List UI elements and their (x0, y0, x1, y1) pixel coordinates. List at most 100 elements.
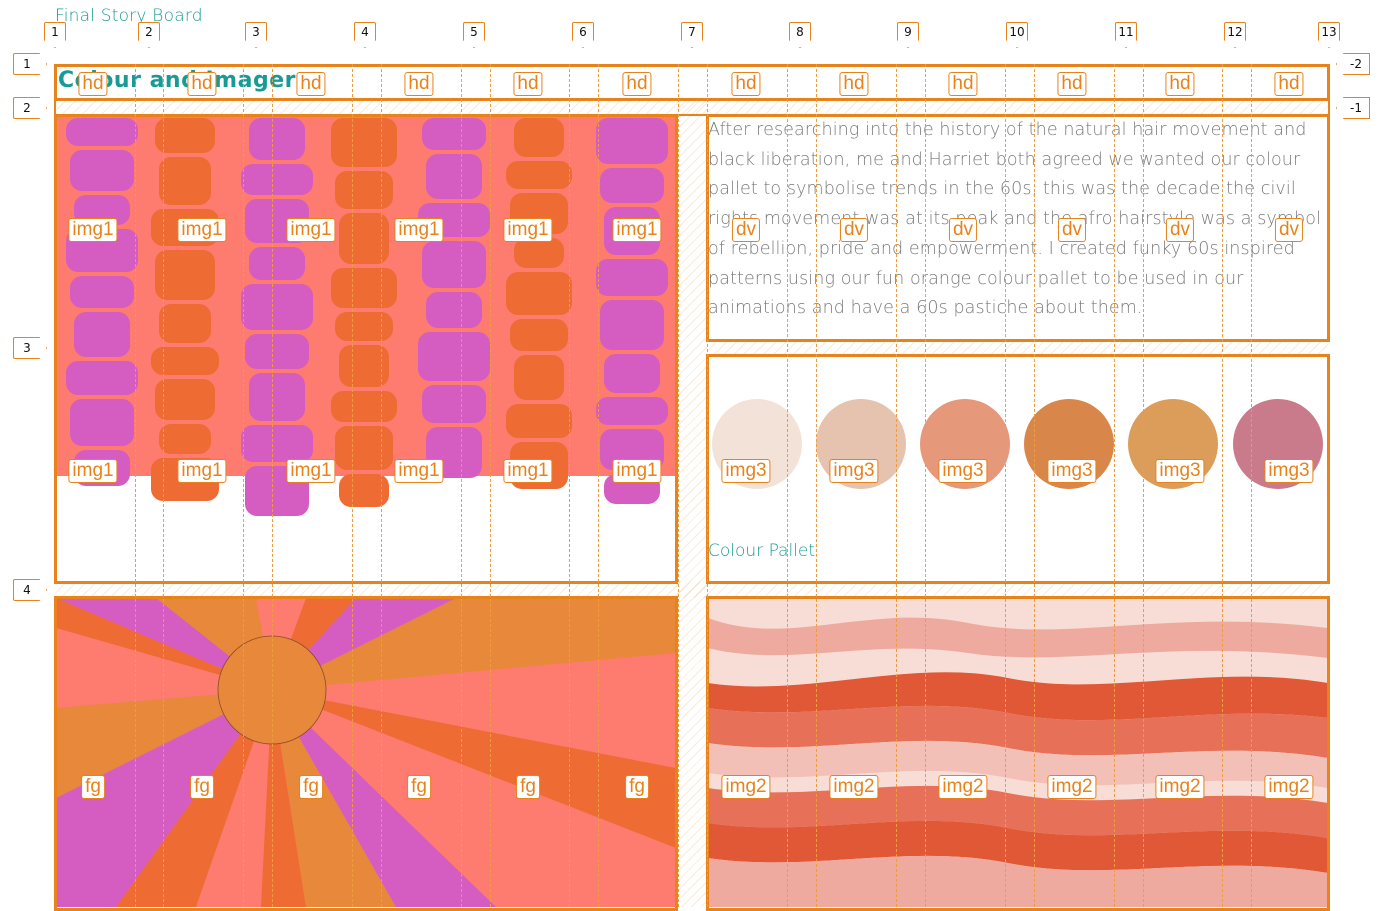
pattern-blob (331, 118, 397, 167)
pattern-blob (596, 259, 668, 296)
region-tag-fg: fg (81, 775, 105, 799)
region-tag-img2: img2 (1264, 775, 1314, 799)
region-tag-img2: img2 (829, 775, 879, 799)
row-marker-icon: 4 (13, 579, 47, 601)
row-marker-icon: -2 (1336, 53, 1370, 75)
pattern-blob (514, 238, 564, 268)
storyboard-title: Final Story Board (55, 6, 203, 26)
pattern-blob (604, 354, 660, 393)
row-marker-icon: 3 (13, 337, 47, 359)
pattern-blob (74, 195, 130, 225)
col-marker-icon: 8 (789, 22, 811, 48)
grid-guide-line (352, 64, 353, 907)
pattern-blob (155, 118, 215, 153)
region-tag-img1: img1 (503, 459, 553, 483)
pattern-blob (596, 397, 668, 425)
region-tag-fg: fg (190, 775, 214, 799)
row-marker-icon: 1 (13, 53, 47, 75)
grid-guide-line (598, 64, 599, 907)
pattern-blob (514, 355, 564, 400)
grid-guide-line (163, 64, 164, 907)
region-tag-img2: img2 (938, 775, 988, 799)
img2-frame (706, 596, 1330, 911)
region-tag-hd: hd (731, 72, 761, 96)
pattern-blob (66, 118, 138, 146)
pattern-blob (339, 474, 389, 507)
grid-guide-line (707, 64, 708, 907)
region-tag-img1: img1 (612, 459, 662, 483)
region-tag-hd: hd (948, 72, 978, 96)
grid-guide-line (1114, 64, 1115, 907)
region-tag-dv: dv (1057, 218, 1087, 242)
region-tag-img1: img1 (68, 459, 118, 483)
pattern-blob (335, 312, 393, 341)
col-marker-icon: 12 (1224, 22, 1246, 48)
pattern-blob (426, 292, 482, 328)
grid-guide-line (1005, 64, 1006, 907)
region-tag-img2: img2 (721, 775, 771, 799)
region-tag-dv: dv (1165, 218, 1195, 242)
colour-pallet-label: Colour Pallet (708, 541, 816, 561)
fg-frame (54, 596, 678, 911)
gutter-hatch (676, 100, 708, 907)
pattern-blob (422, 118, 486, 150)
pattern-blob (249, 118, 305, 160)
sunburst-panel (56, 598, 676, 907)
text-frame (706, 114, 1330, 342)
col-marker-icon: 4 (354, 22, 376, 48)
region-tag-hd: hd (404, 72, 434, 96)
region-tag-img1: img1 (503, 218, 553, 242)
pattern-blob (66, 361, 138, 395)
pattern-blob (249, 373, 305, 421)
pattern-blob (426, 154, 482, 199)
pattern-blob (506, 404, 572, 438)
gutter-hatch (708, 340, 1328, 356)
region-tag-fg: fg (516, 775, 540, 799)
grid-guide-line (490, 64, 491, 907)
region-tag-img3: img3 (938, 459, 988, 483)
pattern-blob (506, 161, 572, 189)
palette-frame (706, 354, 1330, 584)
region-tag-hd: hd (296, 72, 326, 96)
grid-guide-line (1222, 64, 1223, 907)
pattern-blob (418, 332, 490, 381)
pattern-blob (155, 379, 215, 420)
region-tag-img3: img3 (1155, 459, 1205, 483)
img1-frame (54, 114, 678, 584)
pattern-blob (335, 426, 393, 470)
col-marker-icon: 1 (44, 22, 66, 48)
region-tag-fg: fg (299, 775, 323, 799)
region-tag-img1: img1 (286, 459, 336, 483)
grid-guide-line (678, 64, 679, 907)
pattern-blob (596, 118, 668, 164)
pattern-blob (339, 345, 389, 387)
grid-guide-line (243, 64, 244, 907)
pattern-blob (241, 425, 313, 462)
region-tag-hd: hd (1057, 72, 1087, 96)
col-marker-icon: 2 (138, 22, 160, 48)
description-text: After researching into the history of th… (708, 120, 1321, 319)
grid-guide-line (787, 64, 788, 907)
row-marker-icon: -1 (1336, 97, 1370, 119)
grid-guide-line (1143, 64, 1144, 907)
col-marker-icon: 7 (681, 22, 703, 48)
region-tag-dv: dv (839, 218, 869, 242)
region-tag-dv: dv (948, 218, 978, 242)
pattern-blob (70, 150, 134, 191)
region-tag-img1: img1 (394, 459, 444, 483)
grid-guide-line (461, 64, 462, 907)
pattern-blob (245, 334, 309, 369)
pattern-blob (331, 268, 397, 308)
region-tag-img2: img2 (1155, 775, 1205, 799)
region-tag-dv: dv (1274, 218, 1304, 242)
grid-guide-line (1251, 64, 1252, 907)
region-tag-img1: img1 (286, 218, 336, 242)
row-marker-icon: 2 (13, 97, 47, 119)
grid-guide-line (569, 64, 570, 907)
grid-guide-line (816, 64, 817, 907)
grid-guide-line (896, 64, 897, 907)
pattern-blob (159, 304, 211, 343)
pattern-blob (159, 424, 211, 454)
pattern-blob (151, 347, 219, 375)
col-marker-icon: 11 (1115, 22, 1137, 48)
